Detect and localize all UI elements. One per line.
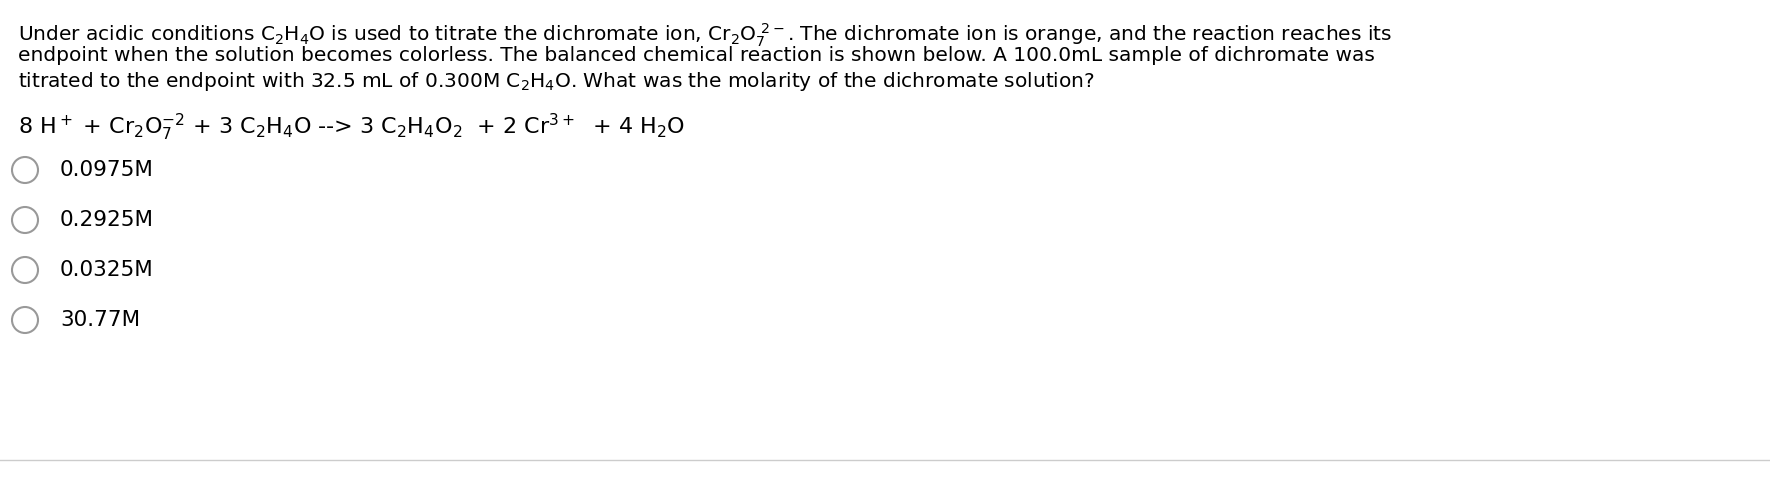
Text: Under acidic conditions C$_2$H$_4$O is used to titrate the dichromate ion, Cr$_2: Under acidic conditions C$_2$H$_4$O is u… — [18, 22, 1391, 49]
Text: 8 H$^+$ + Cr$_2$O$_7^{-2}$ + 3 C$_2$H$_4$O --> 3 C$_2$H$_4$O$_2$  + 2 Cr$^{3+}$ : 8 H$^+$ + Cr$_2$O$_7^{-2}$ + 3 C$_2$H$_4… — [18, 112, 685, 143]
Text: 0.0325M: 0.0325M — [60, 260, 154, 280]
Text: 0.0975M: 0.0975M — [60, 160, 154, 180]
Text: 0.2925M: 0.2925M — [60, 210, 154, 230]
Text: endpoint when the solution becomes colorless. The balanced chemical reaction is : endpoint when the solution becomes color… — [18, 46, 1375, 65]
Text: titrated to the endpoint with 32.5 mL of 0.300M C$_2$H$_4$O. What was the molari: titrated to the endpoint with 32.5 mL of… — [18, 70, 1096, 93]
Text: 30.77M: 30.77M — [60, 310, 140, 330]
